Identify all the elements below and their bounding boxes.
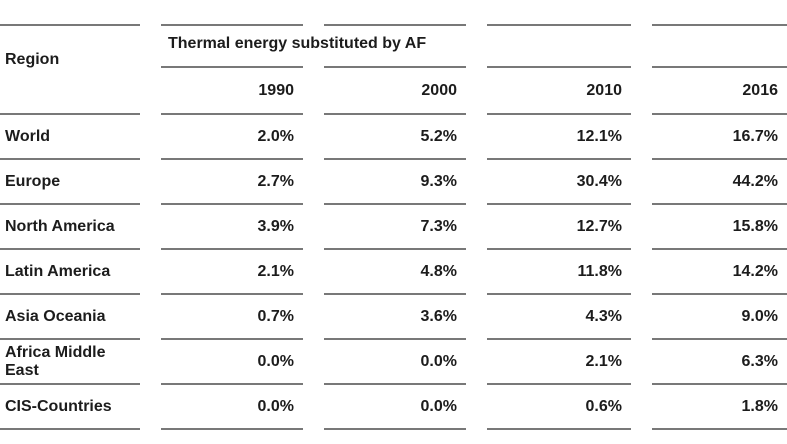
value-cell: 9.3% — [324, 160, 466, 205]
value-cell: 44.2% — [652, 160, 787, 205]
value-cell: 4.3% — [487, 295, 631, 340]
region-label-africa-middle-east: Africa Middle East — [0, 340, 140, 385]
value-cell: 0.6% — [487, 385, 631, 430]
value-cell: 30.4% — [487, 160, 631, 205]
year-header-2010: 2010 — [487, 68, 631, 115]
region-column-header: Region — [0, 24, 140, 115]
group-header-rule-segment — [324, 24, 466, 68]
value-cell: 0.7% — [161, 295, 303, 340]
value-cell: 4.8% — [324, 250, 466, 295]
region-label-north-america: North America — [0, 205, 140, 250]
region-label-europe: Europe — [0, 160, 140, 205]
value-cell: 0.0% — [324, 385, 466, 430]
group-header-thermal-energy: Thermal energy substituted by AF — [161, 24, 426, 68]
region-label-world: World — [0, 115, 140, 160]
region-label-cis-countries: CIS-Countries — [0, 385, 140, 430]
value-cell: 2.7% — [161, 160, 303, 205]
value-cell: 6.3% — [652, 340, 787, 385]
value-cell: 7.3% — [324, 205, 466, 250]
value-cell: 9.0% — [652, 295, 787, 340]
value-cell: 12.1% — [487, 115, 631, 160]
year-header-2016: 2016 — [652, 68, 787, 115]
value-cell: 15.8% — [652, 205, 787, 250]
year-header-1990: 1990 — [161, 68, 303, 115]
year-header-2000: 2000 — [324, 68, 466, 115]
value-cell: 5.2% — [324, 115, 466, 160]
value-cell: 16.7% — [652, 115, 787, 160]
value-cell: 2.0% — [161, 115, 303, 160]
value-cell: 11.8% — [487, 250, 631, 295]
region-label-asia-oceania: Asia Oceania — [0, 295, 140, 340]
value-cell: 12.7% — [487, 205, 631, 250]
value-cell: 1.8% — [652, 385, 787, 430]
group-header-rule-segment — [652, 24, 787, 68]
thermal-energy-table: Region Thermal energy substituted by AF … — [0, 24, 787, 430]
value-cell: 2.1% — [161, 250, 303, 295]
value-cell: 14.2% — [652, 250, 787, 295]
region-label-latin-america: Latin America — [0, 250, 140, 295]
value-cell: 2.1% — [487, 340, 631, 385]
value-cell: 0.0% — [324, 340, 466, 385]
value-cell: 3.9% — [161, 205, 303, 250]
group-header-rule-segment — [487, 24, 631, 68]
value-cell: 3.6% — [324, 295, 466, 340]
value-cell: 0.0% — [161, 385, 303, 430]
value-cell: 0.0% — [161, 340, 303, 385]
